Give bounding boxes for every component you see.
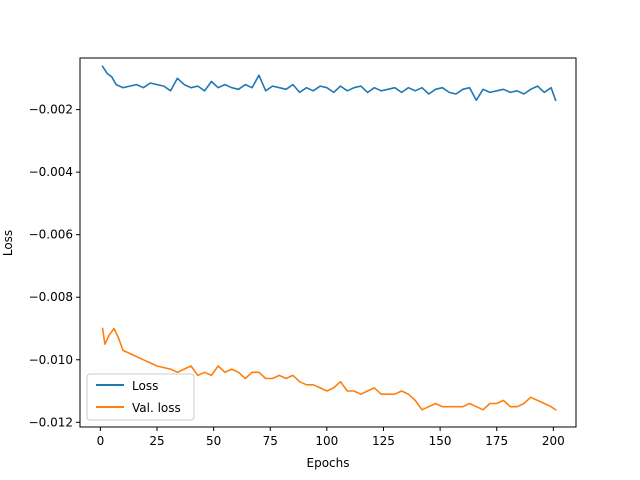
x-axis: 0 25 50 75 100 125 150 175 200 bbox=[97, 427, 565, 448]
x-tick-label: 150 bbox=[429, 434, 452, 448]
x-axis-title: Epochs bbox=[307, 456, 350, 470]
series-layer bbox=[101, 65, 557, 411]
y-tick-label: −0.012 bbox=[29, 415, 73, 429]
y-axis-title: Loss bbox=[1, 230, 15, 256]
x-tick-label: 200 bbox=[542, 434, 565, 448]
y-tick-label: −0.010 bbox=[29, 353, 73, 367]
series-line-val-loss bbox=[101, 327, 557, 411]
x-tick-label: 125 bbox=[372, 434, 395, 448]
plot-frame bbox=[79, 57, 577, 428]
y-tick-label: −0.002 bbox=[29, 103, 73, 117]
y-tick-label: −0.006 bbox=[29, 228, 73, 242]
y-tick-label: −0.008 bbox=[29, 290, 73, 304]
legend: Loss Val. loss bbox=[86, 373, 195, 421]
x-tick-label: 100 bbox=[315, 434, 338, 448]
x-tick-label: 50 bbox=[206, 434, 221, 448]
legend-label-loss: Loss bbox=[132, 379, 158, 393]
y-tick-label: −0.004 bbox=[29, 165, 73, 179]
x-tick-label: 25 bbox=[149, 434, 164, 448]
x-tick-label: 175 bbox=[485, 434, 508, 448]
y-axis: −0.002 −0.004 −0.006 −0.008 −0.010 −0.012 bbox=[29, 103, 80, 429]
series-line-loss bbox=[101, 65, 557, 102]
x-tick-label: 0 bbox=[97, 434, 105, 448]
x-tick-label: 75 bbox=[263, 434, 278, 448]
legend-label-val-loss: Val. loss bbox=[132, 401, 181, 415]
